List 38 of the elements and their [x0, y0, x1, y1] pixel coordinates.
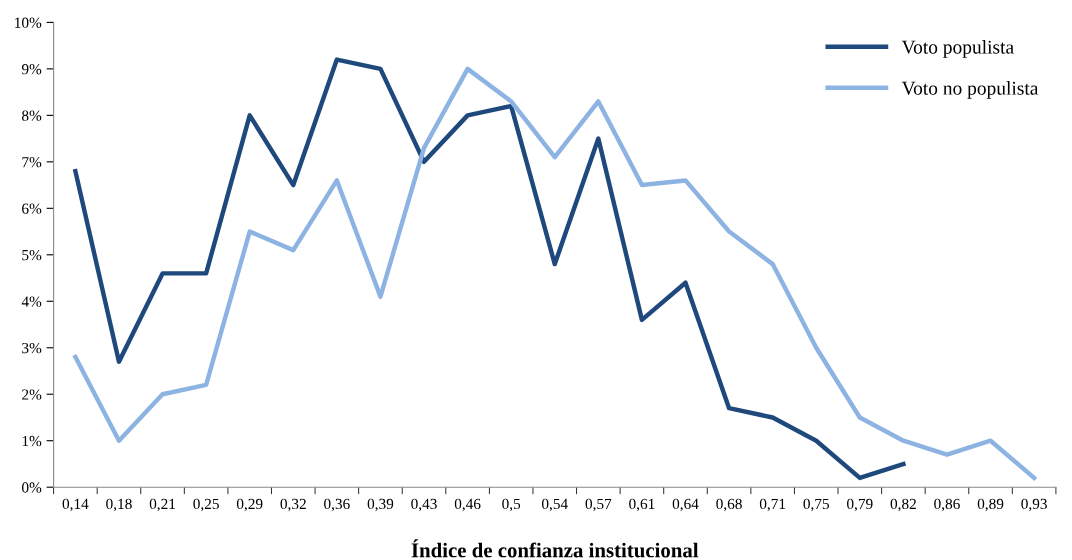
- x-tick-label: 0,79: [847, 498, 873, 512]
- line-series: [73, 66, 1037, 481]
- x-tick-label: 0,93: [1021, 498, 1047, 512]
- x-tick-label: 0,64: [672, 498, 699, 512]
- x-tick-label: 0,32: [280, 498, 306, 512]
- x-tick-label: 0,82: [890, 498, 916, 512]
- y-tick-label: 9%: [21, 64, 42, 75]
- x-tick-label: 0,46: [454, 498, 481, 512]
- y-tick-label: 4%: [21, 296, 42, 307]
- x-tick-label: 0,36: [324, 498, 350, 512]
- x-tick-label: 0,21: [149, 498, 175, 512]
- x-tick-label: 0,43: [411, 498, 437, 512]
- y-tick-label: 5%: [22, 249, 42, 261]
- y-tick-label: 8%: [22, 110, 42, 121]
- y-tick-label: 3%: [22, 342, 42, 354]
- x-tick-label: 0,29: [236, 498, 263, 512]
- legend-label: Voto populista: [901, 40, 1014, 58]
- x-tick-label: 0,57: [585, 498, 612, 512]
- y-tick-label: 0%: [22, 482, 42, 493]
- legend-label: Voto no populista: [901, 81, 1039, 99]
- y-tick-label: 2%: [22, 389, 42, 400]
- y-tick-label: 7%: [22, 156, 42, 168]
- x-tick-label: 0,61: [629, 498, 655, 512]
- x-tick-label: 0,5: [502, 498, 521, 512]
- x-tick-label: 0,54: [541, 498, 568, 512]
- x-tick-label: 0,75: [803, 498, 830, 512]
- y-tick-label: 1%: [22, 435, 42, 447]
- x-tick-label: 0,25: [193, 498, 219, 512]
- x-tick-label: 0,89: [977, 498, 1004, 512]
- x-tick-label: 0,68: [716, 498, 742, 512]
- y-tick-label: 10%: [15, 17, 42, 28]
- x-tick-label: 0,71: [759, 498, 786, 512]
- y-tick-label: 6%: [22, 203, 42, 214]
- x-tick-label: 0,86: [934, 498, 960, 512]
- x-axis-title: Índice de confianza institucional: [411, 539, 699, 558]
- x-tick-label: 0,39: [367, 498, 394, 512]
- x-tick-label: 0,14: [62, 498, 89, 512]
- x-tick-label: 0,18: [106, 498, 132, 512]
